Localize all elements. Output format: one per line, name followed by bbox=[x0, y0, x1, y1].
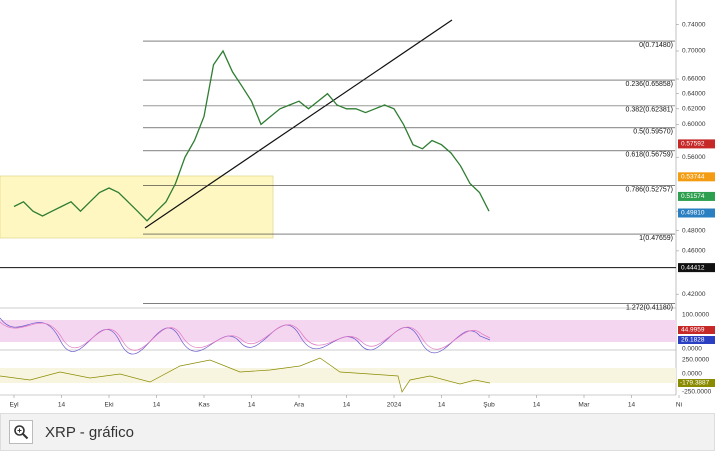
price-badge bbox=[678, 172, 715, 182]
cci-badge bbox=[678, 379, 715, 387]
stoch-tick: 0.0000 bbox=[682, 346, 702, 353]
cci-tick: -250.0000 bbox=[682, 389, 712, 396]
price-badge-label: 0.49810 bbox=[681, 210, 705, 217]
price-badge bbox=[678, 139, 715, 149]
stoch-k bbox=[0, 317, 491, 355]
x-tick-label: 14 bbox=[533, 402, 541, 409]
fib-label: 0.236(0.65858) bbox=[626, 81, 673, 88]
stoch-d bbox=[0, 321, 491, 351]
trend-line bbox=[144, 19, 453, 229]
price-badge bbox=[678, 208, 715, 218]
price-badge-label: 0.44412 bbox=[681, 264, 705, 271]
stoch-badge bbox=[678, 336, 715, 344]
x-tick-label: 14 bbox=[153, 402, 161, 409]
cci-tick: 250.0000 bbox=[682, 357, 709, 364]
footer: XRP - gráfico bbox=[0, 413, 715, 451]
fib-label: 1.272(0.41180) bbox=[626, 304, 673, 311]
fib-label: 0.382(0.62381) bbox=[626, 107, 673, 114]
price-badge-label: 0.51574 bbox=[681, 193, 705, 200]
price-badge-label: 0.57592 bbox=[681, 141, 705, 148]
stoch-band bbox=[0, 320, 676, 342]
x-tick-label: Mar bbox=[578, 402, 590, 409]
caption: XRP - gráfico bbox=[45, 423, 134, 441]
zoom-icon[interactable] bbox=[9, 420, 33, 444]
x-tick-label: 14 bbox=[343, 402, 351, 409]
y-tick-label: 0.62000 bbox=[682, 106, 706, 113]
x-tick-label: Eyl bbox=[9, 402, 19, 409]
x-tick-label: 2024 bbox=[387, 402, 402, 409]
x-tick-label: Ni bbox=[676, 402, 682, 409]
x-tick-label: Eki bbox=[104, 402, 113, 409]
price-badge bbox=[678, 191, 715, 201]
cci-badge-label: -179.3887 bbox=[680, 380, 710, 387]
x-tick-label: 14 bbox=[248, 402, 256, 409]
stoch-tick: 100.0000 bbox=[682, 312, 709, 319]
zoom-glyph bbox=[14, 425, 29, 440]
x-tick-label: Kas bbox=[198, 402, 210, 409]
x-tick-label: 14 bbox=[58, 402, 66, 409]
y-tick-label: 0.46000 bbox=[682, 248, 706, 255]
x-tick-label: 14 bbox=[438, 402, 446, 409]
x-tick-label: 14 bbox=[628, 402, 636, 409]
fib-label: 0(0.71480) bbox=[639, 42, 673, 49]
stoch-badge-label: 26.1828 bbox=[681, 337, 705, 344]
price-badge bbox=[678, 263, 715, 273]
fib-label: 1(0.47659) bbox=[639, 235, 673, 242]
x-tick-label: Ara bbox=[294, 402, 305, 409]
x-tick-label: Şub bbox=[483, 402, 495, 409]
y-tick-label: 0.48000 bbox=[682, 227, 706, 234]
stoch-badge-label: 44.9959 bbox=[681, 327, 705, 334]
y-tick-label: 0.66000 bbox=[682, 76, 706, 83]
chart: 100.0000 0.0000 44.9959 26.1828 250.0000… bbox=[0, 0, 715, 409]
zone bbox=[0, 175, 274, 239]
cci-line bbox=[0, 357, 491, 393]
y-tick-label: 0.64000 bbox=[682, 90, 706, 97]
y-tick-label: 0.70000 bbox=[682, 48, 706, 55]
stoch-badge bbox=[678, 326, 715, 334]
cci-tick: 0.0000 bbox=[682, 371, 702, 378]
fib-label: 0.786(0.52757) bbox=[626, 186, 673, 193]
price-line bbox=[13, 49, 490, 222]
price-badge-label: 0.53744 bbox=[681, 174, 705, 181]
y-tick-label: 0.42000 bbox=[682, 291, 706, 298]
fib-label: 0.5(0.59570) bbox=[633, 129, 673, 136]
fib-label: 0.618(0.56759) bbox=[626, 152, 673, 159]
y-tick-label: 0.60000 bbox=[682, 121, 706, 128]
y-tick-label: 0.74000 bbox=[682, 21, 706, 28]
y-tick-label: 0.56000 bbox=[682, 154, 706, 161]
